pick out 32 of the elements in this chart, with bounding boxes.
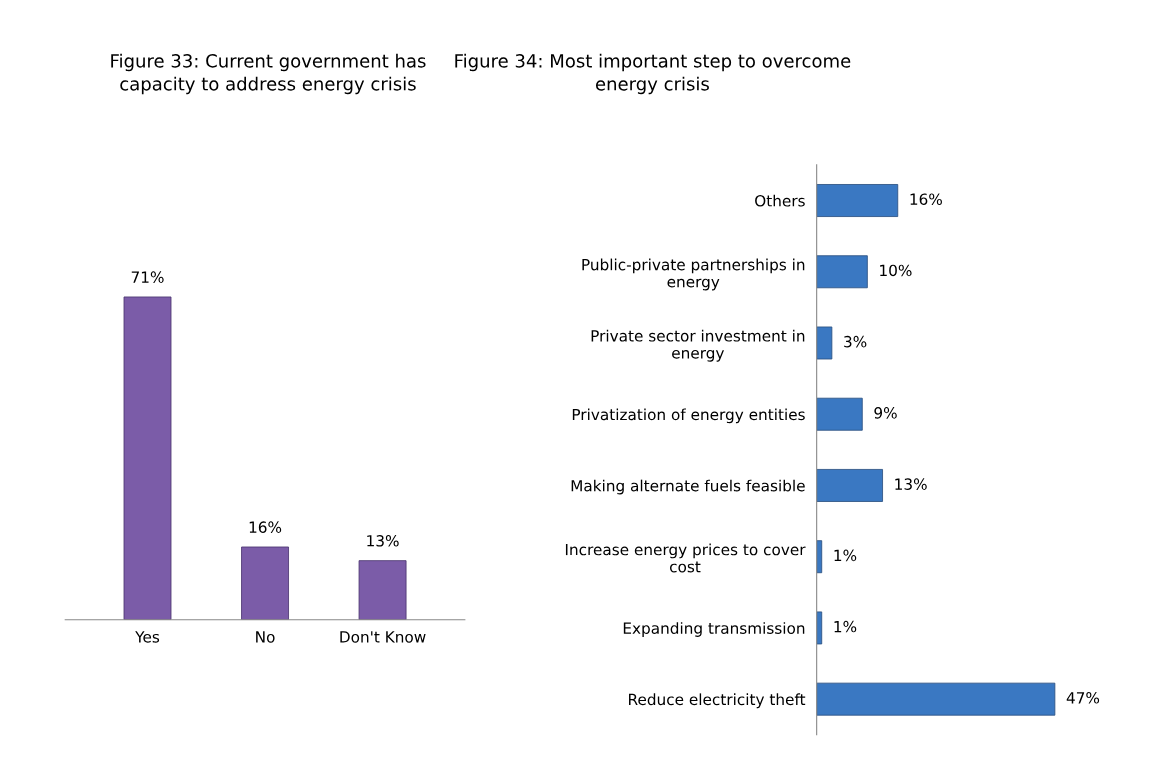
y-tick-label: Expanding transmission (623, 622, 805, 637)
x-tick-label: Yes (135, 631, 160, 643)
y-tick-label: Privatization of energy entities (572, 408, 805, 424)
bar (816, 682, 1056, 716)
data-label: 9% (874, 407, 897, 419)
chart-title: Figure 33: Current government has capacity to address energy crisis (111, 53, 426, 95)
data-label: 16% (910, 193, 942, 205)
text: Figure 34: Most important step to overcome energy crisis (455, 53, 851, 95)
bar (816, 184, 899, 217)
data-label: 13% (367, 535, 399, 547)
data-label: 16% (249, 521, 282, 533)
bar (816, 397, 863, 431)
x-tick-label: Don't Know (340, 631, 426, 643)
bar (816, 469, 883, 502)
y-tick-label: Private sector investment in energy (591, 329, 805, 362)
bar (816, 326, 833, 360)
data-label: 3% (844, 335, 867, 348)
data-label: 10% (880, 264, 912, 277)
y-tick-label: Reduce electricity theft (629, 693, 806, 709)
bar (816, 611, 823, 645)
data-label: 47% (1066, 692, 1100, 704)
y-tick-label: Making alternate fuels feasible (571, 479, 805, 495)
data-label: 1% (834, 549, 857, 562)
x-tick-label: No (256, 631, 275, 643)
y-tick-label: Increase energy prices to cover cost (565, 543, 806, 573)
y-tick-label: Public-private partnerships in energy (582, 258, 805, 291)
bar (816, 255, 868, 289)
data-label: 71% (131, 271, 164, 283)
y-tick-label: Others (755, 194, 805, 207)
bar (816, 540, 823, 574)
data-label: 1% (834, 620, 857, 633)
data-label: 13% (895, 478, 927, 490)
